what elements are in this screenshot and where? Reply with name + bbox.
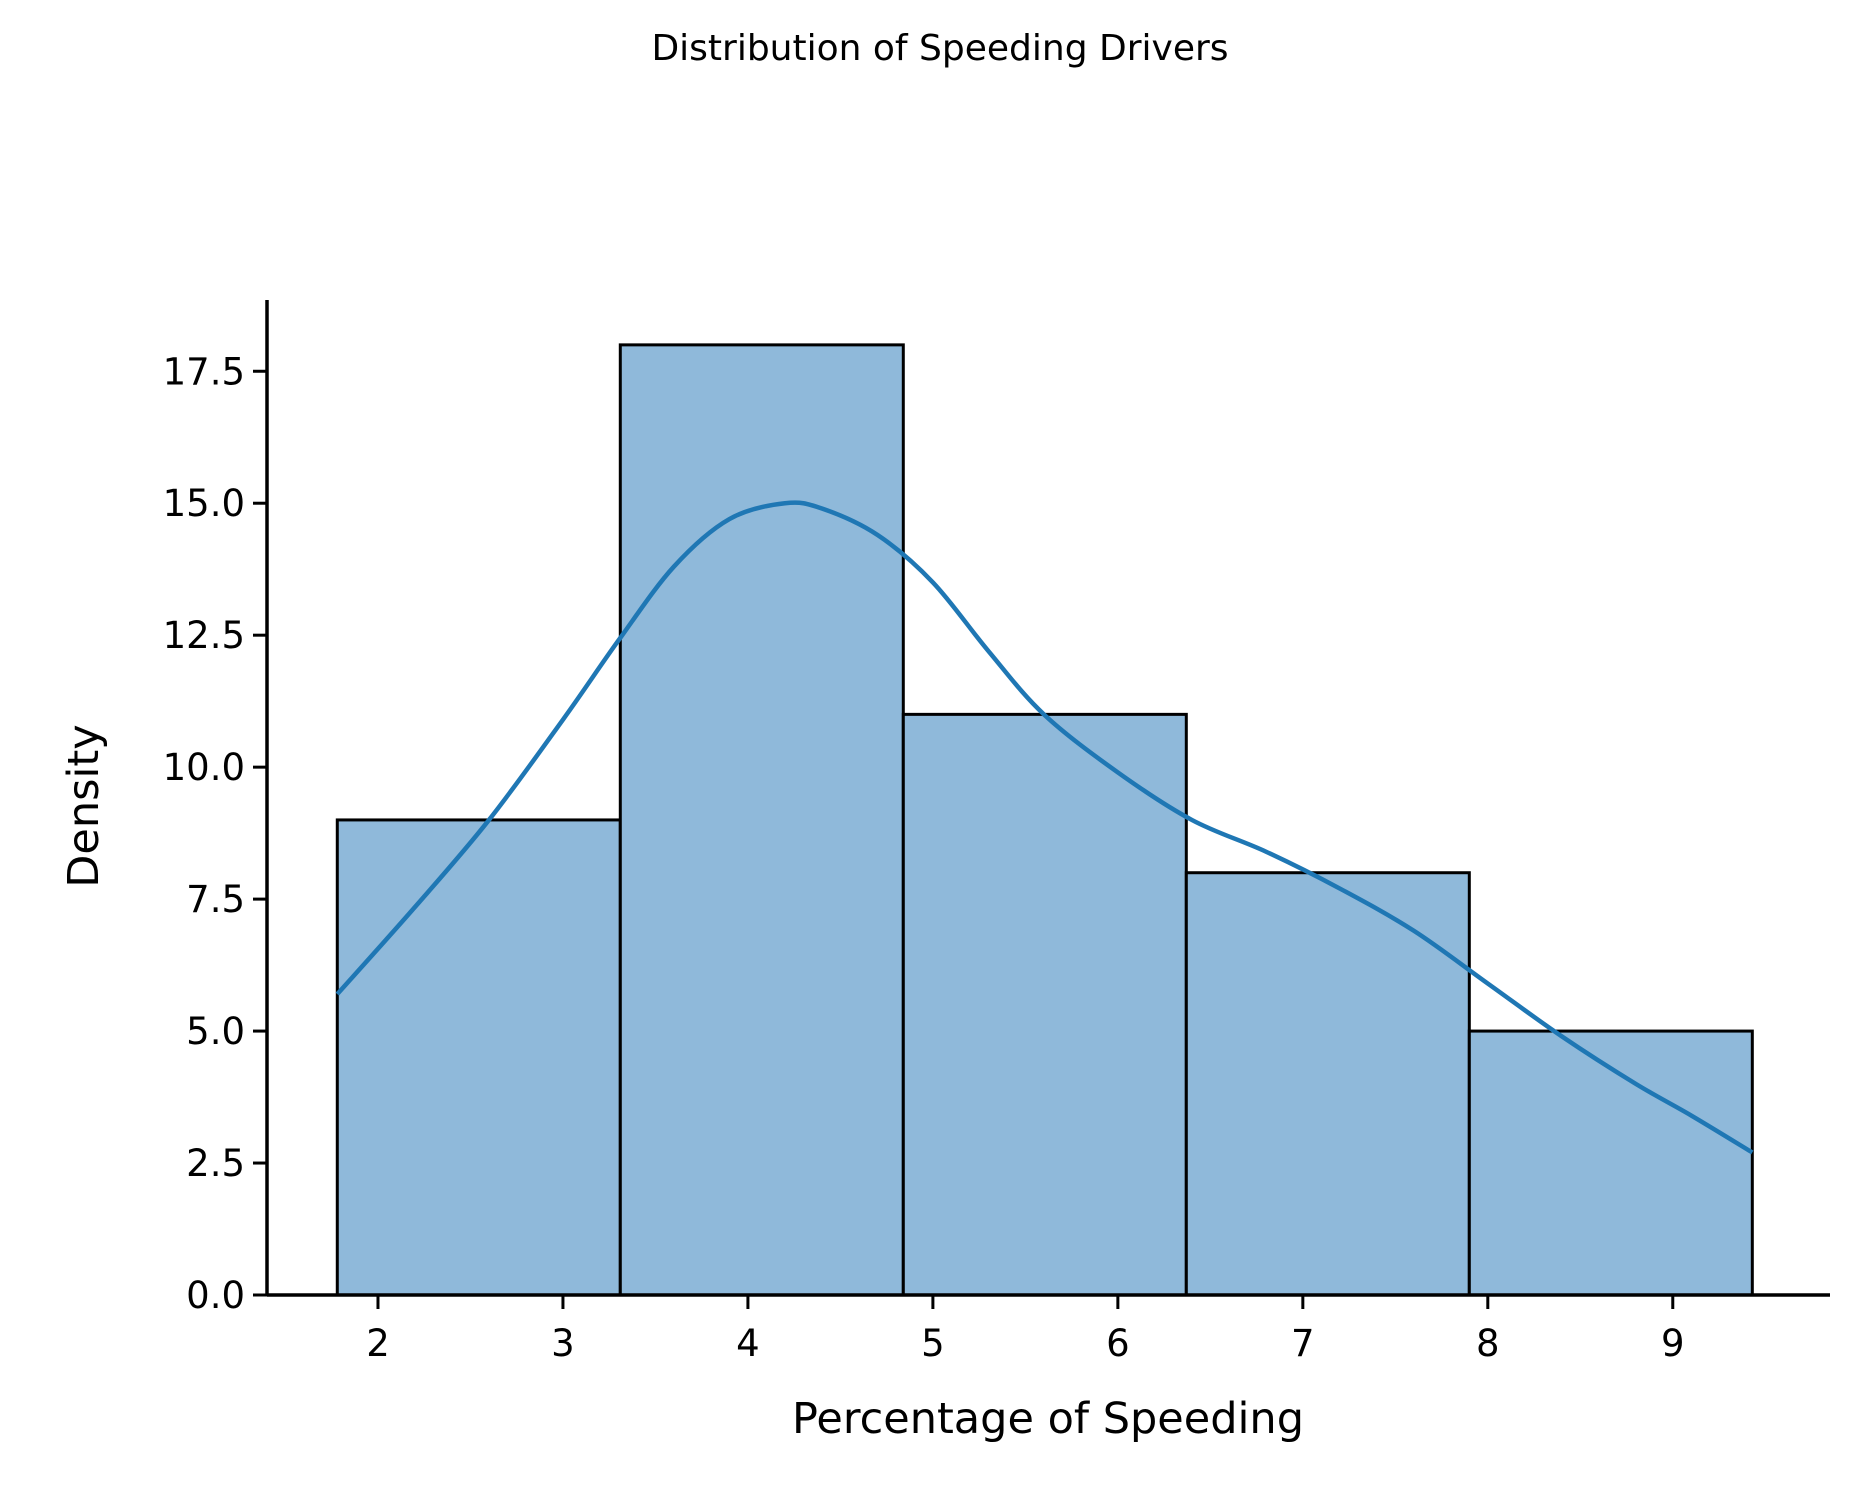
y-tick-label-4: 10.0	[163, 746, 245, 789]
x-tick-label-6: 6	[1106, 1322, 1130, 1365]
histogram-bar-1	[337, 820, 620, 1295]
y-tick-label-5: 12.5	[163, 614, 245, 657]
y-tick-label-2: 5.0	[186, 1010, 245, 1053]
chart-title: Distribution of Speeding Drivers	[651, 28, 1228, 69]
x-tick-label-4: 4	[736, 1322, 760, 1365]
y-tick-label-3: 7.5	[186, 878, 245, 921]
x-tick-label-3: 3	[551, 1322, 575, 1365]
y-axis-label: Density	[59, 724, 109, 887]
x-tick-label-8: 8	[1476, 1322, 1500, 1365]
x-tick-label-9: 9	[1661, 1322, 1685, 1365]
y-tick-label-7: 17.5	[163, 350, 245, 393]
histogram-bar-3	[903, 714, 1186, 1295]
x-axis-label: Percentage of Speeding	[792, 1394, 1304, 1444]
y-tick-label-0: 0.0	[186, 1274, 245, 1317]
x-tick-label-2: 2	[366, 1322, 390, 1365]
histogram-bar-2	[620, 345, 903, 1295]
x-tick-label-7: 7	[1291, 1322, 1315, 1365]
histogram-bar-4	[1186, 873, 1469, 1295]
x-tick-label-5: 5	[921, 1322, 945, 1365]
bars-layer	[337, 345, 1752, 1295]
y-tick-label-1: 2.5	[186, 1142, 245, 1185]
y-tick-label-6: 15.0	[163, 482, 245, 525]
